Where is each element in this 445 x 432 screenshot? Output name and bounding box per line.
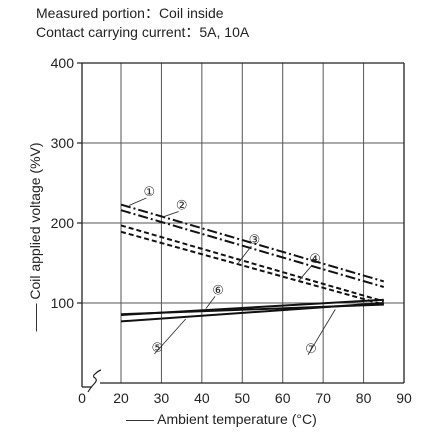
series-line-3 <box>120 224 385 303</box>
x-tick-label-0: 0 <box>78 390 86 406</box>
series-line-7 <box>120 303 384 316</box>
callout-label-3: ③ <box>249 232 261 247</box>
callout-leader-2 <box>161 211 179 218</box>
y-tick-label-300: 300 <box>51 135 75 151</box>
y-tick-label-100: 100 <box>51 295 75 311</box>
x-axis-label: —— Ambient temperature (°C) <box>126 411 317 427</box>
callout-label-4: ④ <box>309 251 321 266</box>
callout-leader-6 <box>205 296 216 309</box>
y-tick-label-200: 200 <box>51 215 75 231</box>
callout-label-5: ⑤ <box>152 340 164 355</box>
x-tick-label-30: 30 <box>154 390 170 406</box>
callout-leader-5 <box>154 318 187 355</box>
callout-leader-3 <box>237 245 252 264</box>
series-line-1 <box>120 203 385 283</box>
callout-leader-4 <box>298 264 313 281</box>
x-tick-label-90: 90 <box>396 390 412 406</box>
callout-label-7: ⑦ <box>305 341 317 356</box>
callout-leader-1 <box>128 197 147 206</box>
tick-labels: 100 200 300 400 0 20 30 40 50 60 70 80 90 <box>51 55 412 406</box>
callout-label-1: ① <box>143 184 155 199</box>
y-tick-label-400: 400 <box>51 55 75 71</box>
grid-lines <box>82 63 404 383</box>
series-lines <box>120 203 385 323</box>
series-line-2 <box>120 209 385 288</box>
axes <box>81 62 405 393</box>
series-line-4 <box>120 230 385 306</box>
measured-portion-label: Measured portion：Coil inside <box>36 5 224 21</box>
y-axis-label: —— Coil applied voltage (%V) <box>27 142 43 331</box>
callouts: ① ② ③ ④ ⑤ ⑥ ⑦ <box>128 184 336 356</box>
x-tick-label-80: 80 <box>356 390 372 406</box>
axis-break-mark <box>87 369 102 393</box>
x-tick-label-50: 50 <box>234 390 250 406</box>
callout-leader-7 <box>307 309 336 356</box>
x-tick-label-20: 20 <box>113 390 129 406</box>
x-tick-label-60: 60 <box>275 390 291 406</box>
callout-label-6: ⑥ <box>212 282 224 297</box>
x-tick-label-70: 70 <box>315 390 331 406</box>
contact-current-label: Contact carrying current：5A, 10A <box>36 24 250 40</box>
x-tick-label-40: 40 <box>194 390 210 406</box>
callout-label-2: ② <box>176 198 188 213</box>
